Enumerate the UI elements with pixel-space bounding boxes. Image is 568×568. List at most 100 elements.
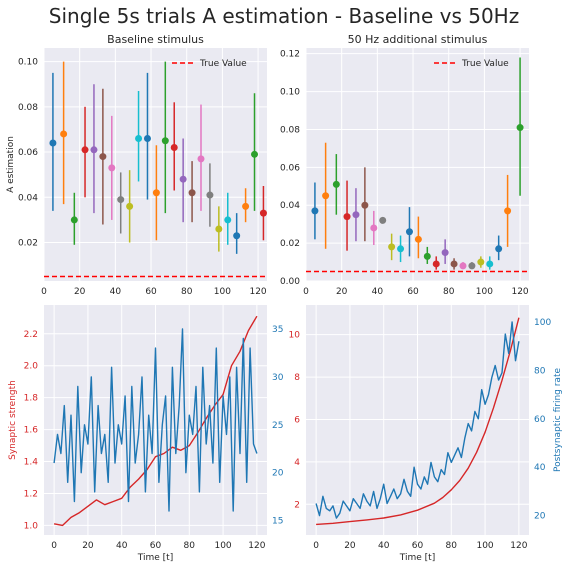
chart-2-point xyxy=(388,243,396,251)
chart-4-xtick-label: 80 xyxy=(446,541,458,551)
chart-3-ytick-right-label: 15 xyxy=(272,517,283,527)
chart-1-xtick-label: 120 xyxy=(249,287,266,297)
chart-1-point xyxy=(170,144,178,152)
chart-1-point xyxy=(49,139,57,147)
chart-1-point xyxy=(152,189,160,197)
chart-4-xlabel: Time [t] xyxy=(399,553,435,563)
chart-2-point xyxy=(495,245,503,253)
chart-1-ytick-label: 0.08 xyxy=(18,103,38,113)
chart-2-point xyxy=(450,260,458,268)
chart-2-ytick-label: 0.00 xyxy=(280,277,300,287)
chart-1-point xyxy=(60,130,68,138)
chart-1-point xyxy=(108,164,116,172)
chart-1-point xyxy=(188,189,196,197)
chart-3-xtick-label: 100 xyxy=(214,541,231,551)
chart-3-ytick-label: 1.0 xyxy=(24,521,39,531)
chart-2-xtick-label: 100 xyxy=(476,287,493,297)
chart-1-xtick-label: 80 xyxy=(181,287,193,297)
chart-1-point xyxy=(135,134,143,142)
chart-4-xtick-label: 20 xyxy=(344,541,356,551)
chart-3-series-synaptic-strength-line xyxy=(53,315,258,527)
chart-2-ytick-label: 0.04 xyxy=(280,201,300,211)
chart-2-ytick-label: 0.02 xyxy=(280,239,300,249)
chart-1-point xyxy=(143,134,151,142)
chart-3-ytick-label: 1.4 xyxy=(24,458,39,468)
chart-2-point xyxy=(405,228,413,236)
chart-2-point xyxy=(516,124,524,132)
chart-1-xtick-label: 100 xyxy=(214,287,231,297)
figure-title: Single 5s trials A estimation - Baseline… xyxy=(48,4,520,28)
chart-2-point xyxy=(343,213,351,221)
chart-1-point xyxy=(81,146,89,154)
chart-1-xtick-label: 0 xyxy=(41,287,47,297)
chart-2-point xyxy=(423,252,431,260)
chart-2-xtick-label: 120 xyxy=(511,287,528,297)
chart-4-ytick-right-label: 20 xyxy=(534,512,546,522)
chart-3-ytick-label: 2.2 xyxy=(24,330,38,340)
chart-2-plot-area xyxy=(306,48,529,281)
chart-1-point xyxy=(215,225,223,233)
chart-2-ytick-label: 0.12 xyxy=(280,50,300,60)
chart-2-point xyxy=(441,249,449,257)
chart-3-xtick-label: 20 xyxy=(82,541,94,551)
chart-1-title: Baseline stimulus xyxy=(107,33,204,46)
chart-3-ytick-right-label: 20 xyxy=(272,469,284,479)
chart-2-point xyxy=(379,216,387,224)
chart-2-point xyxy=(370,224,378,232)
chart-3-xtick-label: 0 xyxy=(51,541,57,551)
chart-4-ytick-label: 4 xyxy=(294,458,300,468)
chart-4-panel xyxy=(306,305,529,535)
chart-1-point xyxy=(117,196,125,204)
chart-2-point xyxy=(332,180,340,188)
chart-1-point xyxy=(206,191,214,199)
chart-2-point xyxy=(486,260,494,268)
chart-1-point xyxy=(179,175,187,183)
chart-3-xlabel: Time [t] xyxy=(137,553,173,563)
chart-3-series-firing-rate-line xyxy=(53,328,258,512)
chart-3-xtick-label: 40 xyxy=(116,541,128,551)
chart-4-ytick-right-label: 60 xyxy=(534,415,546,425)
chart-2-xtick-label: 20 xyxy=(336,287,348,297)
chart-1-xtick-label: 40 xyxy=(110,287,122,297)
chart-2-title: 50 Hz additional stimulus xyxy=(348,33,488,46)
chart-1-point xyxy=(233,232,241,240)
chart-4-series-firing-rate-line xyxy=(315,321,520,519)
chart-2-xtick-label: 60 xyxy=(407,287,419,297)
chart-1-point xyxy=(90,146,98,154)
chart-1-xtick-label: 60 xyxy=(145,287,157,297)
chart-1-point xyxy=(259,209,267,217)
chart-1-point xyxy=(224,216,232,224)
chart-3-ytick-label: 1.2 xyxy=(24,489,38,499)
chart-4-ytick-label: 2 xyxy=(294,500,300,510)
chart-4-ytick-right-label: 40 xyxy=(534,463,546,473)
chart-1-panel xyxy=(43,48,267,281)
chart-4-ytick-right-label: 100 xyxy=(534,318,551,328)
chart-1-ytick-label: 0.10 xyxy=(18,58,38,68)
chart-1-point xyxy=(126,202,134,210)
chart-1-ytick-label: 0.06 xyxy=(18,148,38,158)
chart-1-legend-label: True Value xyxy=(199,59,247,69)
chart-2-panel xyxy=(305,48,529,282)
chart-3-ytick-label: 1.8 xyxy=(24,394,39,404)
chart-3-ytick-right-label: 35 xyxy=(272,325,283,335)
chart-1-xtick-label: 20 xyxy=(74,287,86,297)
chart-4-xtick-label: 120 xyxy=(510,541,527,551)
chart-2-legend-label: True Value xyxy=(461,59,509,69)
chart-1-plot-area xyxy=(44,48,267,281)
chart-4-ytick-label: 6 xyxy=(294,415,300,425)
chart-2-point xyxy=(361,201,369,209)
chart-2-point xyxy=(352,211,360,219)
chart-1-ytick-label: 0.02 xyxy=(18,239,38,249)
chart-2-ytick-label: 0.10 xyxy=(280,88,300,98)
chart-1-point xyxy=(251,150,259,158)
chart-4-xtick-label: 100 xyxy=(476,541,493,551)
chart-4-ytick-label: 10 xyxy=(289,331,301,341)
chart-2-point xyxy=(432,260,440,268)
chart-2-point xyxy=(397,245,405,253)
chart-2-xtick-label: 80 xyxy=(443,287,455,297)
chart-3-ytick-label: 2.0 xyxy=(24,362,39,372)
chart-2-point xyxy=(477,258,485,266)
chart-2-point xyxy=(414,235,422,243)
chart-4-xtick-label: 0 xyxy=(313,541,319,551)
